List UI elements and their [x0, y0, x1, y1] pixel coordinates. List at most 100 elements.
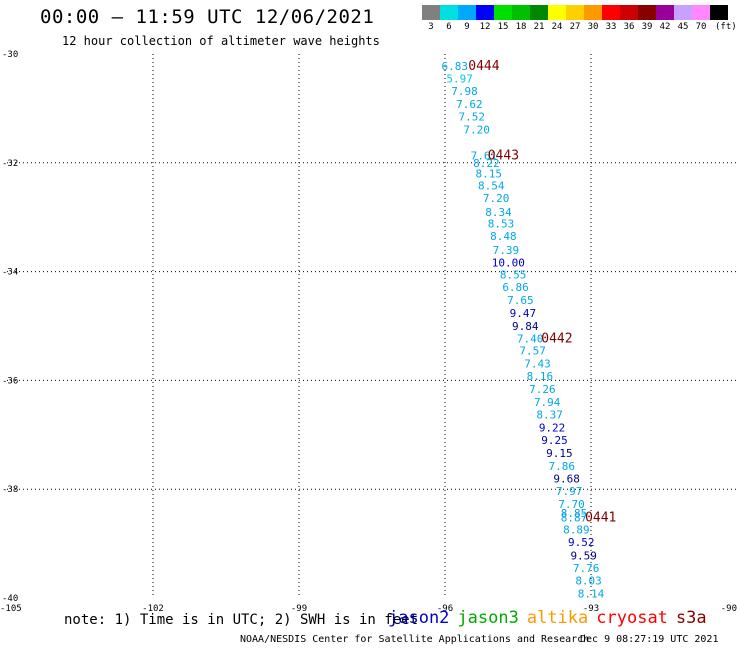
wave-height-value: 7.62	[456, 98, 483, 111]
satellite-name: cryosat	[596, 608, 668, 628]
legend-label: 24	[551, 22, 563, 32]
legend-swatch	[710, 5, 728, 20]
wave-height-value: 7.70	[558, 498, 585, 511]
satellite-legend: jason2 jason3 altika cryosat s3a	[388, 608, 715, 628]
pass-time-label: 0444	[468, 59, 499, 74]
legend-swatch	[530, 5, 548, 20]
legend-label: 15	[497, 22, 509, 32]
wave-height-value: 7.61	[471, 150, 498, 163]
wave-height-value: 8.48	[490, 230, 517, 243]
wave-height-value: 6.83	[441, 60, 468, 73]
wave-height-value: 9.59	[570, 550, 597, 563]
legend-label: 45	[677, 22, 689, 32]
wave-height-value: 7.57	[519, 344, 546, 357]
satellite-name: jason3	[457, 608, 519, 628]
wave-height-value: 7.40	[517, 333, 544, 346]
x-tick-label: -90	[721, 604, 737, 614]
wave-height-value: 7.98	[451, 85, 478, 98]
legend-swatch	[656, 5, 674, 20]
wave-height-value: 7.43	[524, 358, 551, 371]
legend-label: 21	[533, 22, 545, 32]
legend-label: 6	[446, 22, 452, 32]
legend-swatch	[566, 5, 584, 20]
legend-label: 9	[464, 22, 470, 32]
satellite-name: s3a	[675, 608, 707, 628]
pass-time-label: 0441	[585, 510, 616, 525]
legend-swatch	[548, 5, 566, 20]
wave-height-value: 9.15	[546, 447, 573, 460]
legend-label: 18	[515, 22, 527, 32]
legend-label: 33	[605, 22, 617, 32]
wave-height-value: 8.37	[536, 409, 563, 422]
pass-time-label: 0442	[541, 332, 572, 347]
satellite-name: jason2	[388, 608, 450, 628]
chart-title: 00:00 – 11:59 UTC 12/06/2021	[40, 6, 375, 28]
wave-height-value: 7.97	[556, 485, 583, 498]
credit-line: NOAA/NESDIS Center for Satellite Applica…	[240, 634, 590, 645]
y-tick-label: -38	[2, 485, 18, 495]
wave-height-value: 10.00	[492, 256, 525, 269]
legend-swatch	[692, 5, 710, 20]
wave-height-value: 9.22	[539, 422, 566, 435]
wave-height-value: 8.87	[561, 511, 588, 524]
wave-height-value: 7.94	[534, 396, 561, 409]
wave-height-value: 7.20	[463, 124, 490, 137]
wave-height-value: 8.55	[500, 268, 527, 281]
wave-height-value: 9.25	[541, 434, 568, 447]
legend-swatch	[674, 5, 692, 20]
legend-label: 27	[569, 22, 581, 32]
x-tick-label: -93	[583, 604, 599, 614]
wave-height-value: 8.53	[488, 218, 515, 231]
legend-swatch	[440, 5, 458, 20]
x-tick-label: -105	[0, 604, 22, 614]
wave-height-value: 7.20	[483, 192, 510, 205]
wave-height-value: 7.65	[507, 294, 534, 307]
wave-height-value: 8.14	[578, 588, 605, 601]
legend-label: 39	[641, 22, 653, 32]
legend-swatch	[476, 5, 494, 20]
legend-swatch	[458, 5, 476, 20]
legend-label: 3	[428, 22, 434, 32]
wave-height-value: 8.89	[563, 523, 590, 536]
legend-label: 30	[587, 22, 599, 32]
wave-height-value: 9.68	[553, 472, 580, 485]
color-legend-labels: 3 6 9 12 15 18 21 24 27 30 33 36 39 42 45 70	[422, 22, 728, 34]
y-tick-label: -36	[2, 376, 18, 386]
legend-swatch	[512, 5, 530, 20]
legend-label: 12	[479, 22, 491, 32]
wave-height-value: 8.22	[473, 157, 500, 170]
color-legend-bar	[422, 5, 728, 20]
wave-height-value: 7.86	[549, 460, 576, 473]
generated-timestamp: Dec 9 08:27:19 UTC 2021	[580, 634, 719, 645]
chart-subtitle: 12 hour collection of altimeter wave hei…	[62, 34, 380, 48]
wave-height-value: 8.15	[476, 168, 503, 181]
legend-label: 36	[623, 22, 635, 32]
wave-height-value: 7.52	[459, 111, 486, 124]
wave-height-value: 8.34	[485, 206, 512, 219]
y-tick-label: -32	[2, 159, 18, 169]
legend-label: 42	[659, 22, 671, 32]
wave-height-value: 7.39	[493, 244, 520, 257]
pass-time-label: 0443	[488, 149, 519, 164]
x-tick-label: -99	[291, 604, 307, 614]
legend-unit: (ft)	[715, 22, 737, 32]
y-tick-label: -34	[2, 268, 18, 278]
wave-height-value: 9.52	[568, 536, 595, 549]
legend-swatch	[422, 5, 440, 20]
wave-height-value: 8.85	[561, 507, 588, 520]
legend-swatch	[584, 5, 602, 20]
wave-height-value: 8.03	[575, 575, 602, 588]
wave-height-value: 6.86	[502, 281, 529, 294]
wave-height-value: 7.76	[573, 562, 600, 575]
legend-label: 70	[695, 22, 707, 32]
x-tick-label: -96	[437, 604, 453, 614]
footer-note: note: 1) Time is in UTC; 2) SWH is in fe…	[64, 612, 419, 628]
legend-swatch	[494, 5, 512, 20]
satellite-name: altika	[526, 608, 589, 628]
y-tick-label: -30	[2, 50, 18, 60]
wave-height-value: 9.47	[510, 307, 537, 320]
wave-height-value: 5.97	[446, 72, 473, 85]
legend-swatch	[602, 5, 620, 20]
wave-height-value: 8.54	[478, 180, 505, 193]
